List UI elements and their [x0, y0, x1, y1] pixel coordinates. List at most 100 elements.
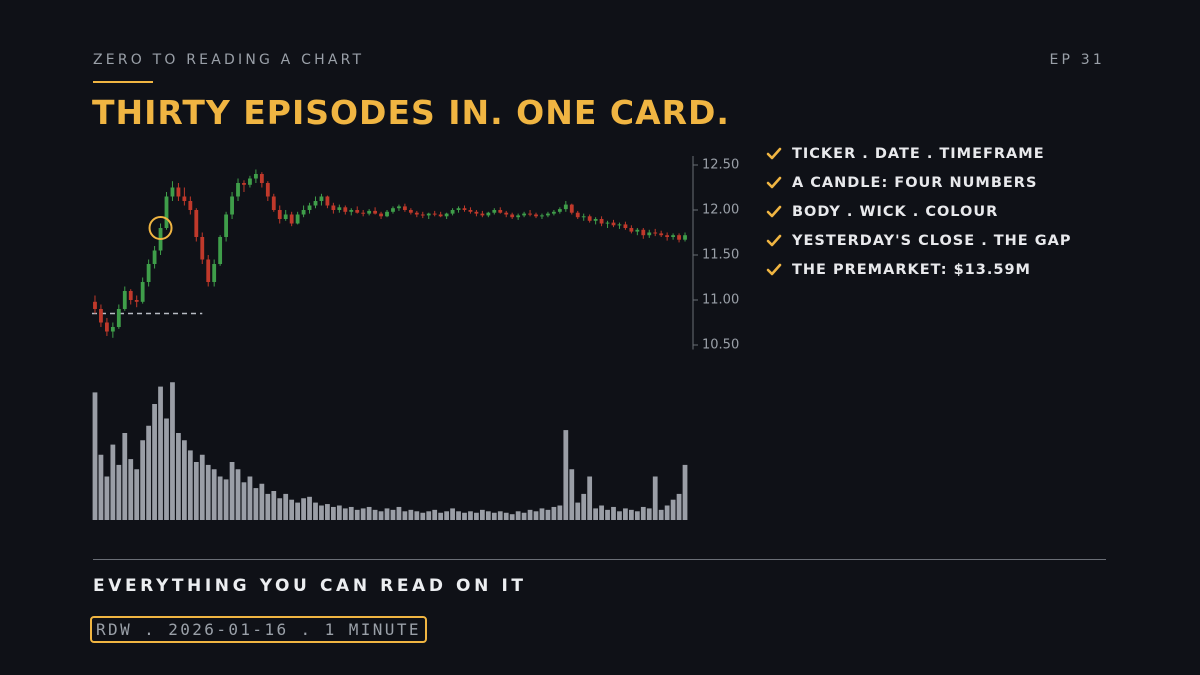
volume-bar	[211, 469, 217, 520]
checklist-text: BODY . WICK . COLOUR	[792, 203, 999, 220]
volume-bar	[366, 506, 372, 520]
candle-body	[540, 215, 544, 217]
volume-bar	[617, 511, 622, 520]
candle-body	[200, 237, 205, 260]
candle-body	[236, 183, 240, 197]
volume-bar	[176, 433, 181, 520]
checklist-item: BODY . WICK . COLOUR	[766, 198, 1071, 227]
candle-body	[516, 215, 521, 218]
candle-body	[397, 206, 401, 209]
candle-body	[659, 233, 664, 236]
volume-bar	[98, 454, 104, 520]
candle-body	[116, 309, 121, 327]
volume-bar	[384, 508, 390, 520]
volume-bar	[342, 508, 348, 520]
candle-body	[134, 300, 139, 302]
candle-body	[617, 224, 622, 226]
y-tick-label: 11.00	[702, 293, 739, 308]
volume-bar	[241, 482, 247, 520]
volume-bar	[170, 382, 175, 520]
volume-bar	[128, 459, 134, 520]
candle-body	[283, 214, 288, 219]
candle-body	[176, 187, 181, 197]
candle-body	[259, 174, 264, 183]
candle-body	[104, 322, 109, 332]
checklist-text: A CANDLE: FOUR NUMBERS	[792, 175, 1038, 192]
volume-bar	[545, 509, 551, 520]
volume-bar	[634, 511, 640, 520]
volume-bar	[122, 433, 128, 520]
candle-body	[295, 214, 300, 224]
episode: EP 31	[1049, 52, 1105, 68]
volume-bar	[533, 511, 539, 520]
volume-bar	[289, 499, 295, 520]
candle-body	[164, 196, 169, 228]
volume-bar	[527, 509, 533, 520]
candle-body	[367, 210, 372, 214]
candle-body	[599, 219, 604, 224]
volume-bar	[152, 404, 157, 520]
candle-body	[349, 210, 354, 212]
volume-bar	[539, 508, 545, 520]
candle-body	[647, 232, 652, 236]
volume-bar	[497, 511, 503, 520]
volume-bar	[438, 512, 444, 520]
candle-body	[510, 214, 515, 218]
volume-bar	[646, 508, 652, 520]
checklist-item: YESTERDAY'S CLOSE . THE GAP	[766, 226, 1071, 255]
candle-body	[206, 259, 211, 282]
volume-bar	[360, 508, 366, 520]
candle-body	[152, 250, 157, 264]
volume-bar	[479, 509, 485, 520]
volume-bar	[414, 511, 420, 520]
candle-body	[665, 235, 670, 237]
volume-bar	[283, 493, 289, 520]
y-tick-label: 11.50	[702, 248, 739, 263]
candle-body	[408, 210, 413, 213]
candle-body	[242, 183, 246, 185]
volume-bar	[223, 479, 229, 520]
volume-bar	[587, 476, 593, 520]
checklist: TICKER . DATE . TIMEFRAME A CANDLE: FOUR …	[766, 140, 1071, 284]
candle-body	[212, 264, 217, 282]
footer-heading: EVERYTHING YOU CAN READ ON IT	[93, 576, 527, 596]
candle-body	[230, 196, 234, 215]
candle-body	[581, 216, 586, 218]
candle-body	[575, 212, 580, 218]
volume-bar	[146, 425, 152, 520]
candle-body	[432, 213, 437, 215]
check-icon	[766, 148, 782, 160]
volume-bar	[307, 496, 312, 520]
volume-bar	[575, 502, 581, 520]
volume-bar	[396, 506, 402, 520]
candle-body	[486, 212, 491, 216]
accent-rule	[93, 81, 153, 83]
candle-body	[546, 213, 550, 216]
candle-body	[265, 183, 270, 197]
volume-bar	[593, 508, 599, 520]
candle-body	[569, 204, 574, 213]
candle-body	[498, 210, 503, 213]
candle-body	[218, 237, 223, 264]
volume-bar	[664, 505, 670, 520]
volume-bar	[187, 450, 193, 520]
candle-body	[146, 264, 151, 282]
candle-body	[605, 222, 610, 224]
volume-bar	[134, 469, 140, 520]
candle-body	[248, 178, 252, 185]
candle-body	[420, 214, 425, 216]
volume-bar	[336, 505, 342, 520]
y-tick-label: 10.50	[702, 338, 739, 353]
volume-bar	[247, 476, 253, 520]
volume-bar	[599, 505, 604, 520]
candle-body	[343, 207, 348, 212]
volume-bar	[658, 509, 664, 520]
y-tick-label: 12.50	[702, 158, 739, 173]
volume-bar	[474, 512, 479, 520]
candle-body	[301, 210, 306, 215]
volume-bar	[581, 493, 587, 520]
volume-bar	[277, 498, 283, 520]
volume-bar	[670, 499, 676, 520]
volume-bar	[569, 469, 575, 520]
volume-bar	[652, 476, 658, 520]
